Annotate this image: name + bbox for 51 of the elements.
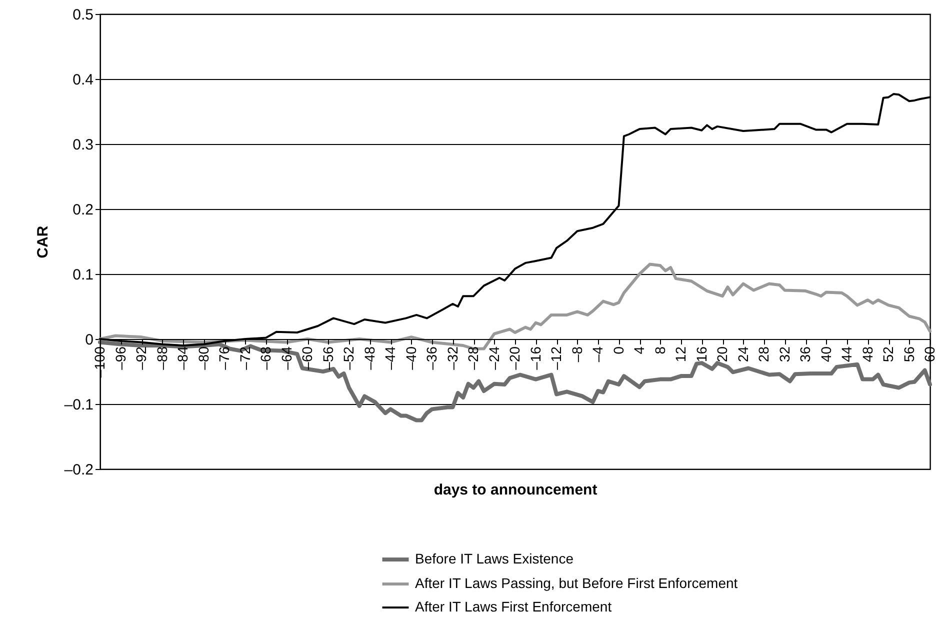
x-tick-label: 12 [672, 346, 688, 362]
x-tick-label: –4 [590, 346, 606, 362]
x-tick-label: –72 [236, 346, 253, 370]
y-axis-title: CAR [34, 226, 52, 258]
x-tick-label: –40 [402, 346, 419, 370]
x-tick-label: 0 [610, 346, 626, 354]
x-tick-label: –52 [340, 346, 356, 370]
x-tick-label: 48 [859, 346, 876, 362]
x-tick-label: 20 [714, 346, 730, 362]
x-tick-label: –48 [361, 346, 378, 370]
x-tick-label: –32 [444, 346, 460, 370]
y-tick-label: 0.4 [72, 72, 94, 88]
x-tick-label: 56 [900, 346, 917, 362]
x-tick-label: –36 [424, 346, 440, 370]
x-tick-label: –56 [320, 346, 336, 370]
x-tick-label: 24 [734, 346, 751, 362]
x-tick-label: 32 [776, 346, 792, 362]
x-tick-label: –24 [486, 346, 502, 370]
x-tick-label: –28 [465, 346, 481, 370]
legend-label: Before IT Laws Existence [415, 550, 574, 566]
x-tick-label: 40 [818, 346, 834, 362]
y-tick-label: –0.2 [64, 462, 94, 478]
x-tick-label: 8 [652, 346, 668, 354]
y-tick-label: –0.1 [64, 396, 94, 414]
x-tick-label: –16 [527, 346, 544, 370]
x-tick-label: –76 [216, 346, 232, 370]
x-tick-label: 36 [797, 346, 813, 362]
x-tick-label: –60 [299, 346, 315, 370]
x-tick-label: –64 [278, 346, 294, 370]
x-tick-label: –20 [506, 346, 522, 370]
y-tick-label: 0.3 [72, 136, 94, 154]
x-tick-label: –8 [568, 346, 585, 362]
x-tick-label: 4 [631, 346, 647, 354]
x-tick-label: –92 [133, 346, 149, 370]
x-tick-label: 28 [756, 346, 772, 362]
legend-label: After IT Laws First Enforcement [415, 598, 612, 614]
y-tick-label: 0.5 [72, 6, 94, 24]
x-tick-label: –88 [154, 346, 170, 370]
y-tick-label: 0.1 [72, 266, 94, 284]
x-axis-title: days to announcement [434, 482, 598, 499]
x-tick-label: 52 [880, 346, 896, 362]
x-tick-label: –44 [382, 346, 398, 370]
x-tick-label: –68 [258, 346, 274, 370]
x-tick-label: –80 [195, 346, 212, 370]
x-tick-label: –96 [112, 346, 128, 370]
legend-label: After IT Laws Passing, but Before First Enforcement [415, 575, 738, 591]
x-tick-label: 44 [838, 346, 854, 362]
x-tick-label: –12 [548, 346, 564, 370]
x-tick-label: 16 [693, 346, 710, 362]
y-tick-label: 0.2 [72, 202, 94, 218]
x-tick-label: –84 [174, 346, 190, 370]
